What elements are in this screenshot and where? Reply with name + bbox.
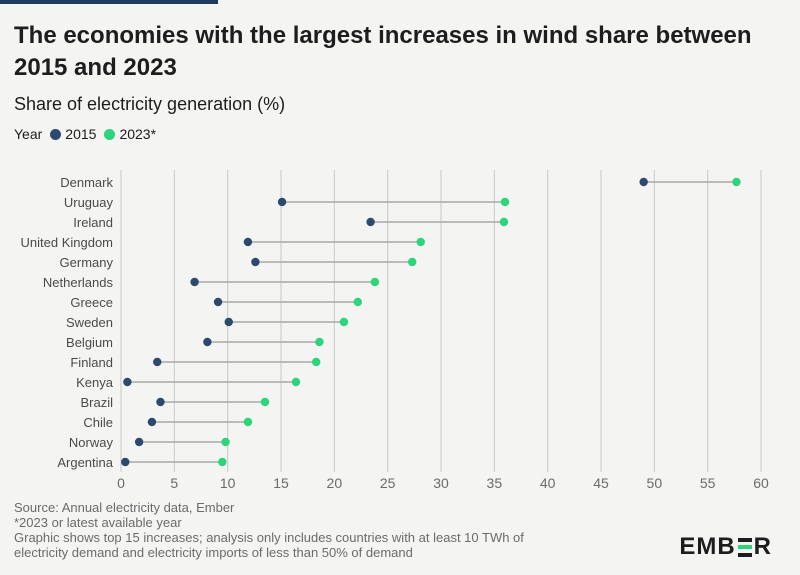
chart-title: The economies with the largest increases… <box>14 22 752 81</box>
x-tick-label-55: 55 <box>700 475 716 491</box>
logo-text-end: R <box>753 533 772 560</box>
category-label-netherlands: Netherlands <box>43 275 114 290</box>
legend-swatch-2023 <box>104 128 116 140</box>
point-2023-finland <box>312 357 321 367</box>
x-tick-label-20: 20 <box>327 475 343 491</box>
point-2015-belgium <box>203 337 212 347</box>
point-2023-chile <box>243 417 253 427</box>
category-label-finland: Finland <box>70 355 113 370</box>
year-note: *2023 or latest available year <box>14 515 182 530</box>
point-2015-greece <box>213 297 223 307</box>
source-note: Source: Annual electricity data, Ember <box>14 500 235 515</box>
point-2023-kenya <box>291 377 301 387</box>
legend-item-2015: 2015 <box>42 126 96 142</box>
footer-notes: Source: Annual electricity data, Ember *… <box>14 500 524 560</box>
point-2015-finland <box>153 357 162 367</box>
legend-text-2023: 2023* <box>119 126 157 142</box>
point-2015-kenya <box>123 377 132 387</box>
category-label-kenya: Kenya <box>76 375 114 390</box>
point-2015-germany <box>251 257 260 267</box>
legend-text-2015: 2015 <box>65 126 97 142</box>
logo-text-start: EMB <box>679 533 736 560</box>
point-2023-belgium <box>315 337 324 347</box>
point-2023-greece <box>353 297 362 307</box>
point-2023-ireland <box>499 217 509 227</box>
point-2023-germany <box>408 257 417 267</box>
x-tick-label-35: 35 <box>487 475 503 491</box>
point-2023-united-kingdom <box>416 237 425 247</box>
ember-logo: EMB R <box>679 533 772 561</box>
dumbbell-chart: 0 5 10 15 20 25 30 35 40 45 50 55 60 Denmark Uruguay Ir… <box>21 170 769 491</box>
point-2015-argentina <box>121 457 130 467</box>
x-tick-label-0: 0 <box>117 475 125 491</box>
chart-subtitle: Share of electricity generation (%) <box>14 94 286 114</box>
point-2015-sweden <box>224 317 233 327</box>
method-note-1: Graphic shows top 15 increases; analysis… <box>14 530 524 545</box>
point-2023-denmark <box>732 177 741 187</box>
point-2015-denmark <box>639 177 648 187</box>
point-2015-norway <box>134 437 144 447</box>
method-note-2: electricity demand and electricity impor… <box>14 545 413 560</box>
point-2023-brazil <box>260 397 270 407</box>
category-label-brazil: Brazil <box>80 395 113 410</box>
x-tick-label-50: 50 <box>647 475 663 491</box>
top-accent-bar <box>0 0 218 4</box>
point-2015-ireland <box>366 217 375 227</box>
category-label-denmark: Denmark <box>60 175 113 190</box>
x-tick-label-45: 45 <box>593 475 609 491</box>
point-2023-norway <box>221 437 230 447</box>
point-2023-netherlands <box>370 277 380 287</box>
category-label-sweden: Sweden <box>66 315 113 330</box>
category-label-uruguay: Uruguay <box>64 195 114 210</box>
category-label-ireland: Ireland <box>73 215 113 230</box>
legend: Year 2015 2023* <box>14 126 156 142</box>
category-label-belgium: Belgium <box>66 335 113 350</box>
category-label-germany: Germany <box>60 255 114 270</box>
point-2015-brazil <box>156 397 165 407</box>
legend-label: Year <box>14 126 43 142</box>
category-label-united-kingdom: United Kingdom <box>21 235 114 250</box>
category-label-argentina: Argentina <box>57 455 113 470</box>
point-2015-chile <box>147 417 157 427</box>
legend-swatch-2015 <box>50 128 62 140</box>
x-tick-label-25: 25 <box>380 475 396 491</box>
point-2023-uruguay <box>500 197 510 207</box>
x-tick-label-30: 30 <box>433 475 449 491</box>
x-tick-label-10: 10 <box>220 475 236 491</box>
x-tick-label-5: 5 <box>170 475 178 491</box>
point-2015-united-kingdom <box>243 237 253 247</box>
point-2023-sweden <box>339 317 349 327</box>
x-tick-label-15: 15 <box>273 475 289 491</box>
x-tick-label-40: 40 <box>540 475 556 491</box>
category-label-chile: Chile <box>83 415 113 430</box>
legend-item-2023: 2023* <box>96 126 156 142</box>
category-label-norway: Norway <box>69 435 114 450</box>
point-2015-uruguay <box>277 197 287 207</box>
category-label-greece: Greece <box>70 295 113 310</box>
point-2015-netherlands <box>190 277 199 287</box>
x-tick-label-60: 60 <box>753 475 769 491</box>
logo-e-mark <box>737 537 752 557</box>
point-2023-argentina <box>218 457 227 467</box>
